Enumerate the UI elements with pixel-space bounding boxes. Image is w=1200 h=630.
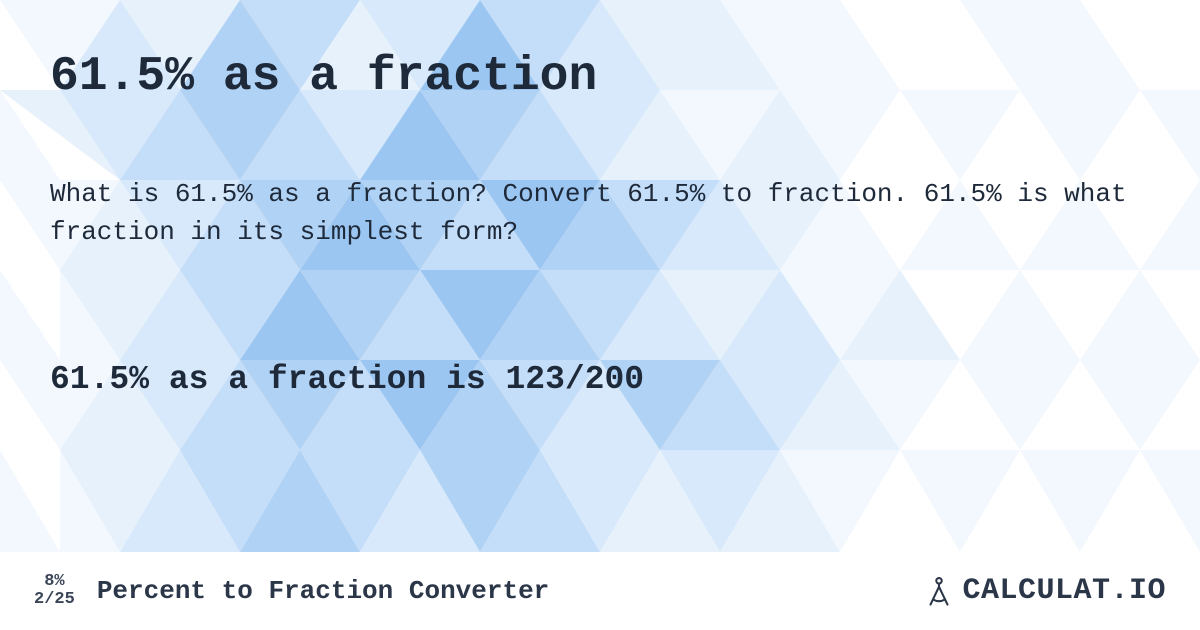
brand-logo: CALCULAT.IO [922,574,1166,608]
converter-icon-bottom-text: 2/25 [34,591,75,609]
converter-icon-top-text: 8% [44,573,64,591]
converter-label: Percent to Fraction Converter [97,576,549,606]
footer-bar: 8% 2/25 Percent to Fraction Converter CA… [0,552,1200,630]
compass-icon [922,574,956,608]
percent-to-fraction-icon: 8% 2/25 [34,573,75,609]
footer-left-group: 8% 2/25 Percent to Fraction Converter [34,573,549,609]
page-answer: 61.5% as a fraction is 123/200 [50,361,1150,398]
page-title: 61.5% as a fraction [50,50,1150,104]
page-description: What is 61.5% as a fraction? Convert 61.… [50,176,1150,251]
brand-text: CALCULAT.IO [962,574,1166,608]
main-content: 61.5% as a fraction What is 61.5% as a f… [0,0,1200,630]
